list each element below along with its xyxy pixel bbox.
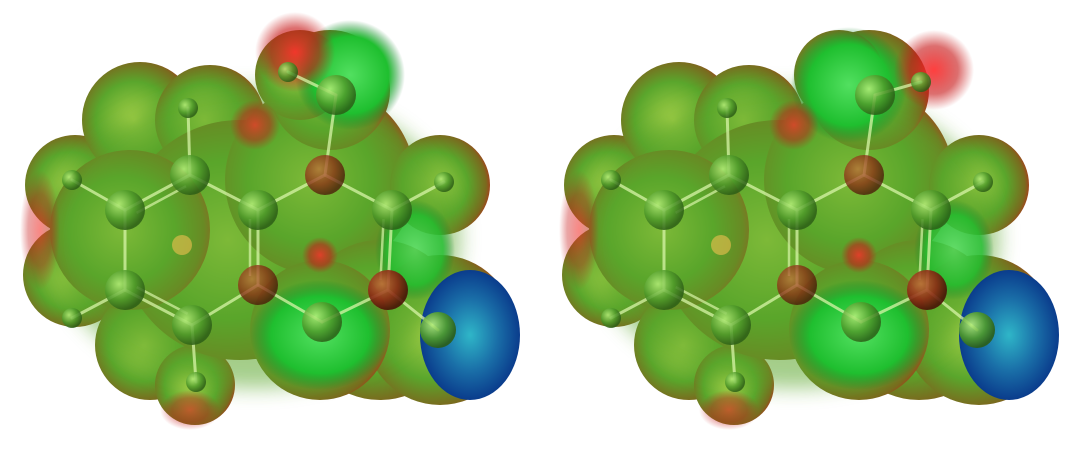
- atom: [316, 75, 356, 115]
- atom: [368, 270, 408, 310]
- atom: [644, 270, 684, 310]
- atom: [725, 372, 745, 392]
- esp-surface-panel-right: [539, 0, 1078, 464]
- esp-surface-left: [20, 12, 520, 430]
- bond: [918, 219, 924, 281]
- esp-surface: [559, 27, 1059, 430]
- atom: [644, 190, 684, 230]
- atom: [105, 190, 145, 230]
- atom: [420, 312, 456, 348]
- atom: [777, 265, 817, 305]
- bond: [379, 219, 385, 281]
- atom: [62, 308, 82, 328]
- atom: [62, 170, 82, 190]
- atom: [959, 312, 995, 348]
- atoms: [601, 72, 995, 392]
- atom: [844, 155, 884, 195]
- atom: [302, 302, 342, 342]
- esp-surface: [20, 12, 520, 430]
- atom: [305, 155, 345, 195]
- atom: [601, 170, 621, 190]
- atom: [172, 305, 212, 345]
- atom: [841, 302, 881, 342]
- atom: [601, 308, 621, 328]
- atom: [238, 190, 278, 230]
- atom: [777, 190, 817, 230]
- atom: [278, 62, 298, 82]
- atom: [434, 172, 454, 192]
- atom: [973, 172, 993, 192]
- atom: [170, 155, 210, 195]
- esp-surface-right: [559, 27, 1059, 430]
- esp-surface-panel-left: [20, 12, 520, 430]
- atom: [717, 98, 737, 118]
- bond: [675, 286, 728, 315]
- atom: [711, 305, 751, 345]
- atom: [178, 98, 198, 118]
- atom: [238, 265, 278, 305]
- atoms: [62, 62, 456, 392]
- bond: [136, 286, 189, 315]
- atom: [105, 270, 145, 310]
- atom: [709, 155, 749, 195]
- atom: [911, 72, 931, 92]
- atom: [911, 190, 951, 230]
- atom: [186, 372, 206, 392]
- atom: [372, 190, 412, 230]
- atom: [855, 75, 895, 115]
- atom: [907, 270, 947, 310]
